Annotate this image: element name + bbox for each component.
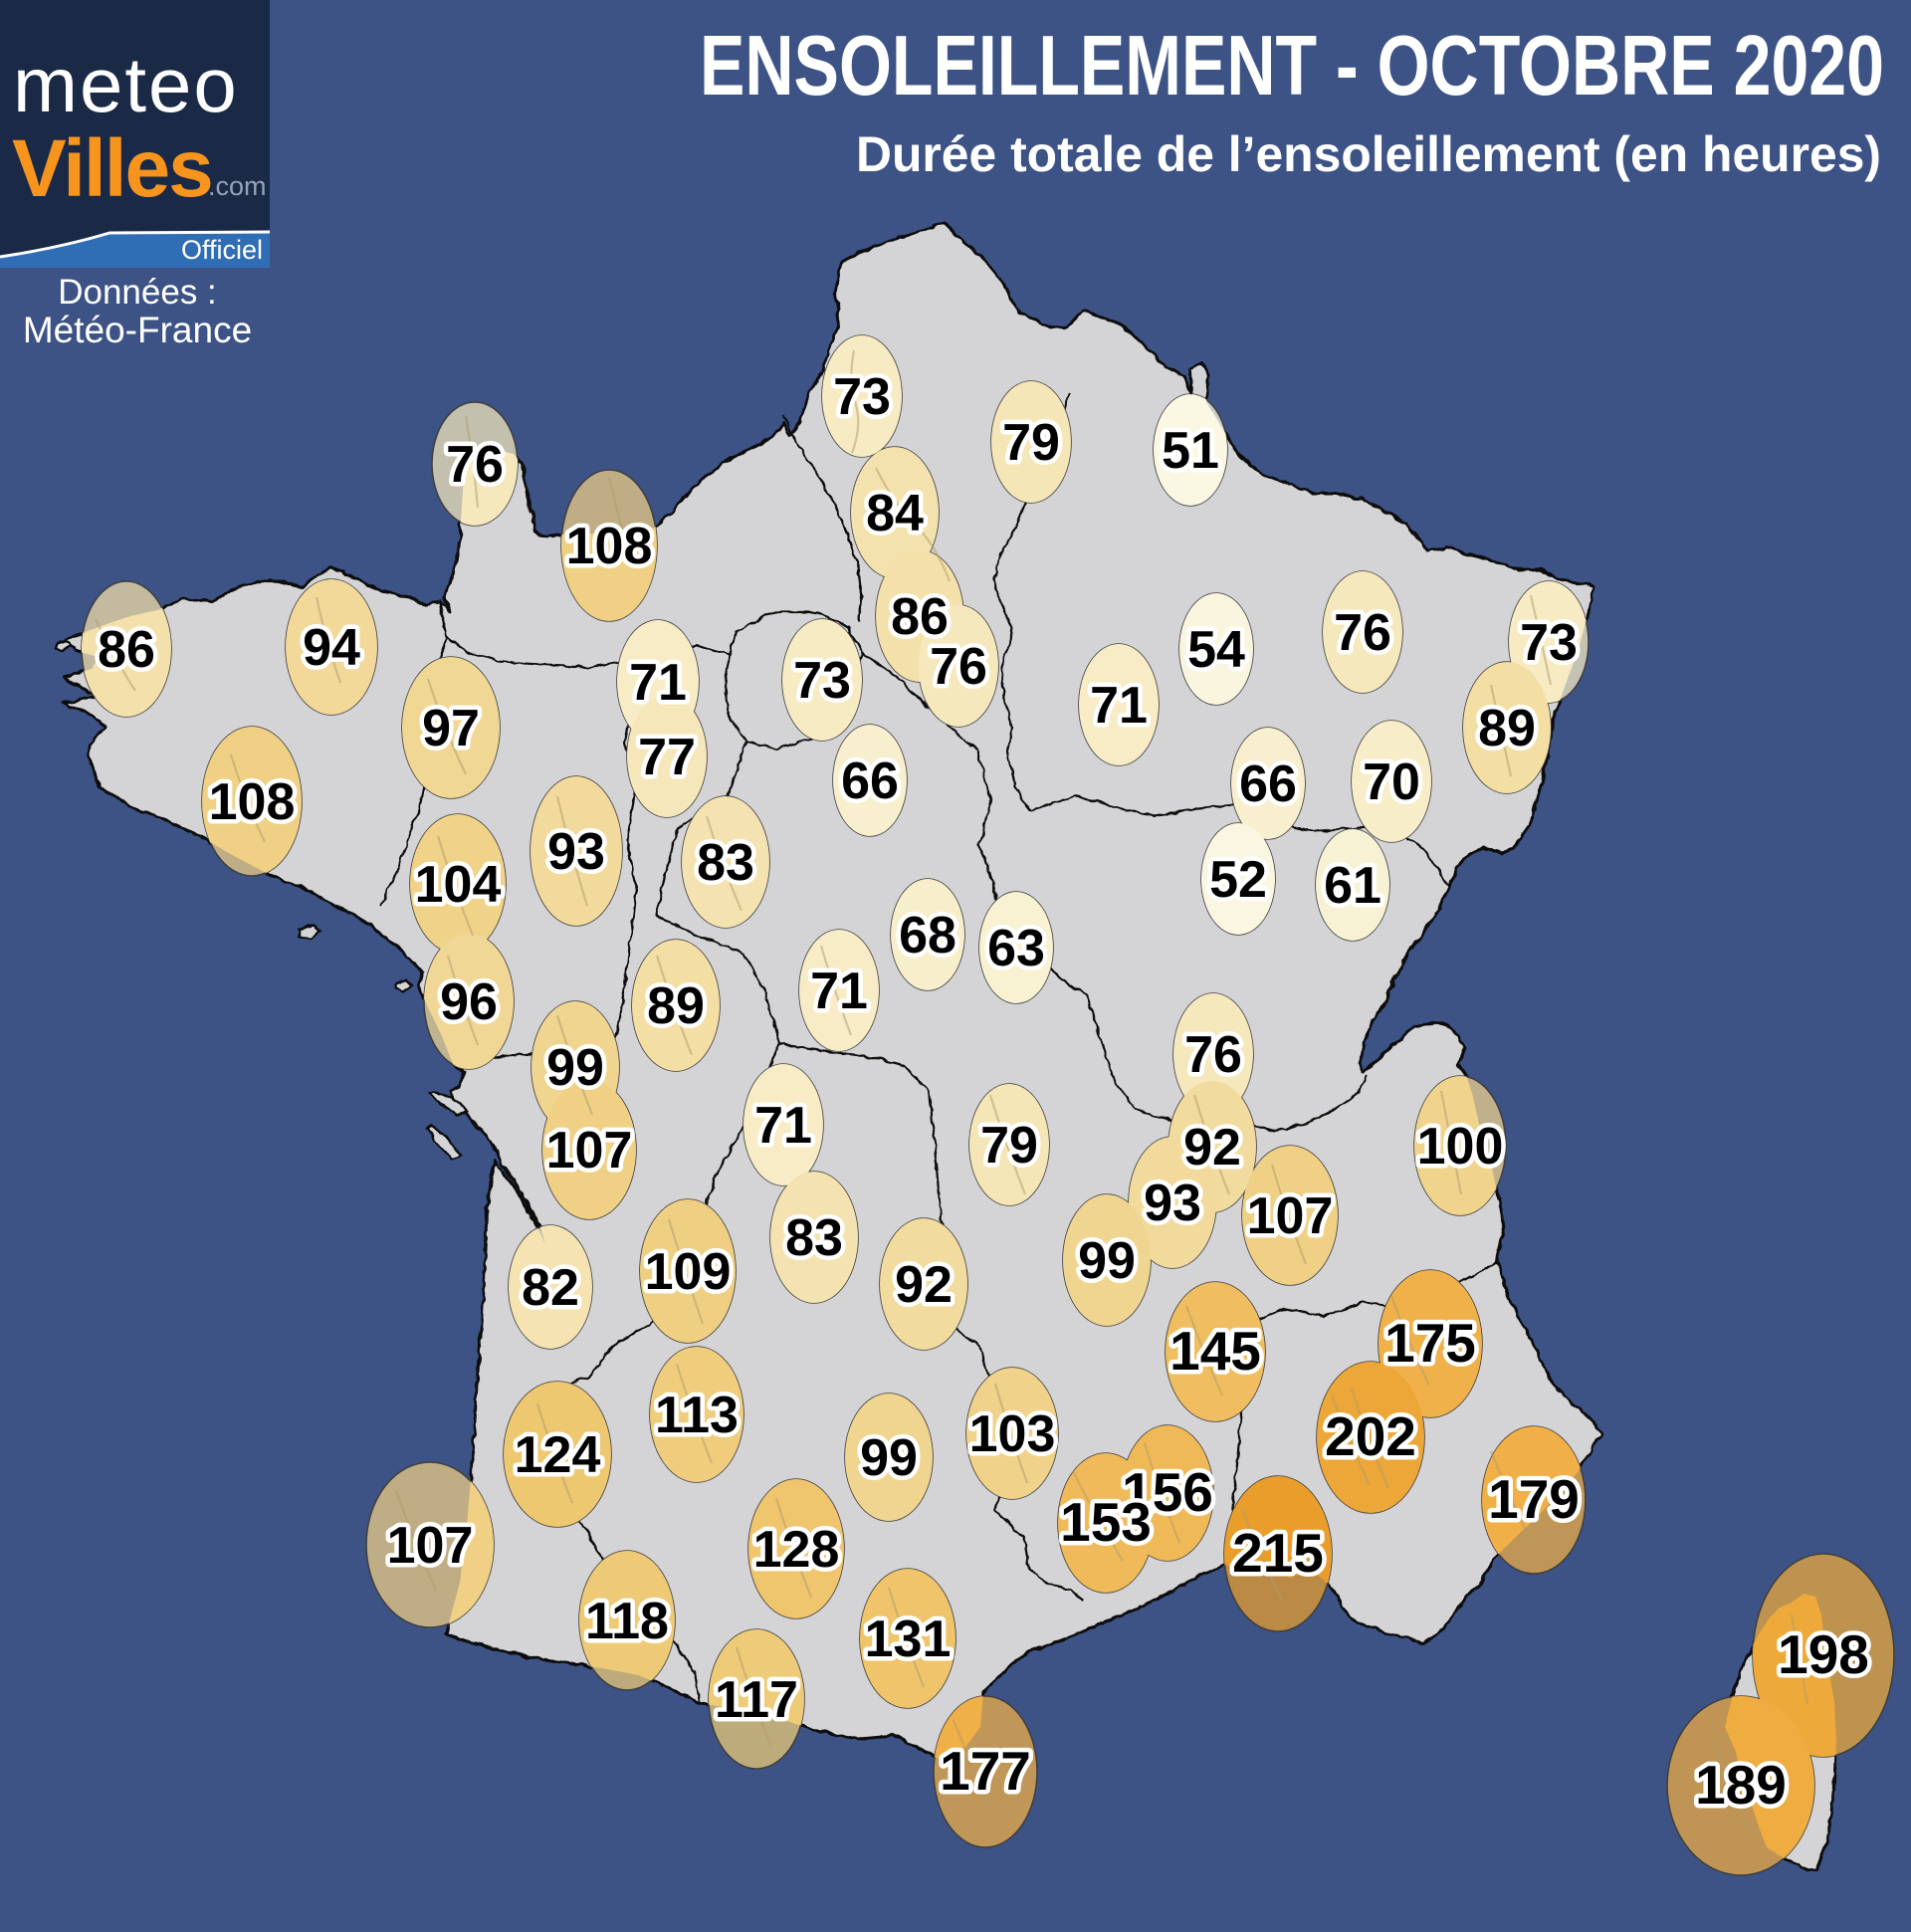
svg-text:70: 70 bbox=[1363, 753, 1420, 811]
svg-text:86: 86 bbox=[98, 621, 155, 679]
svg-text:Officiel: Officiel bbox=[181, 235, 263, 265]
svg-text:89: 89 bbox=[647, 977, 705, 1035]
svg-text:198: 198 bbox=[1778, 1623, 1869, 1685]
svg-text:177: 177 bbox=[940, 1740, 1031, 1802]
svg-text:107: 107 bbox=[546, 1122, 633, 1180]
svg-text:71: 71 bbox=[629, 654, 687, 712]
svg-text:71: 71 bbox=[754, 1097, 812, 1155]
svg-text:83: 83 bbox=[697, 834, 754, 892]
svg-text:84: 84 bbox=[866, 485, 924, 542]
svg-text:156: 156 bbox=[1122, 1461, 1213, 1523]
svg-text:131: 131 bbox=[865, 1610, 952, 1668]
svg-text:73: 73 bbox=[1520, 614, 1578, 672]
svg-text:Météo-France: Météo-France bbox=[23, 310, 252, 350]
svg-text:52: 52 bbox=[1209, 851, 1267, 909]
svg-text:73: 73 bbox=[833, 368, 891, 426]
svg-text:51: 51 bbox=[1162, 422, 1219, 480]
svg-text:76: 76 bbox=[446, 436, 504, 494]
svg-text:76: 76 bbox=[930, 638, 987, 696]
svg-text:71: 71 bbox=[1090, 677, 1148, 735]
svg-text:215: 215 bbox=[1232, 1522, 1324, 1584]
svg-text:108: 108 bbox=[566, 518, 653, 575]
svg-text:Données :: Données : bbox=[58, 273, 217, 312]
svg-text:113: 113 bbox=[655, 1387, 739, 1444]
svg-text:107: 107 bbox=[387, 1517, 474, 1575]
svg-text:92: 92 bbox=[1183, 1119, 1241, 1177]
svg-text:93: 93 bbox=[1144, 1175, 1201, 1232]
svg-text:.com: .com bbox=[208, 171, 267, 201]
svg-text:77: 77 bbox=[638, 729, 696, 786]
svg-text:96: 96 bbox=[440, 973, 498, 1031]
svg-text:97: 97 bbox=[422, 700, 480, 757]
svg-text:68: 68 bbox=[899, 907, 956, 965]
svg-text:89: 89 bbox=[1478, 700, 1536, 757]
svg-text:61: 61 bbox=[1324, 857, 1381, 915]
svg-text:107: 107 bbox=[1247, 1187, 1334, 1245]
svg-text:99: 99 bbox=[546, 1039, 604, 1097]
svg-text:109: 109 bbox=[645, 1243, 732, 1301]
svg-text:94: 94 bbox=[303, 619, 360, 677]
svg-text:124: 124 bbox=[515, 1426, 601, 1484]
svg-text:100: 100 bbox=[1417, 1118, 1504, 1176]
svg-text:79: 79 bbox=[1002, 414, 1060, 472]
svg-text:99: 99 bbox=[1078, 1232, 1136, 1290]
svg-text:104: 104 bbox=[415, 856, 502, 914]
svg-text:66: 66 bbox=[1239, 755, 1297, 813]
svg-text:Durée totale de l’ensoleilleme: Durée totale de l’ensoleillement (en heu… bbox=[856, 126, 1881, 182]
svg-text:73: 73 bbox=[793, 652, 851, 710]
svg-text:ENSOLEILLEMENT - OCTOBRE 2020: ENSOLEILLEMENT - OCTOBRE 2020 bbox=[700, 19, 1884, 113]
svg-text:83: 83 bbox=[785, 1209, 843, 1267]
svg-text:118: 118 bbox=[585, 1593, 669, 1650]
svg-text:189: 189 bbox=[1695, 1754, 1787, 1816]
svg-text:71: 71 bbox=[810, 963, 868, 1020]
svg-text:66: 66 bbox=[841, 752, 899, 810]
svg-text:54: 54 bbox=[1187, 621, 1245, 679]
svg-text:76: 76 bbox=[1184, 1026, 1242, 1084]
svg-text:175: 175 bbox=[1384, 1312, 1476, 1374]
svg-text:86: 86 bbox=[891, 588, 949, 646]
svg-text:179: 179 bbox=[1488, 1468, 1580, 1530]
svg-text:76: 76 bbox=[1334, 604, 1391, 662]
svg-text:Villes: Villes bbox=[12, 123, 212, 214]
svg-text:103: 103 bbox=[969, 1405, 1056, 1463]
svg-text:99: 99 bbox=[860, 1429, 918, 1487]
svg-text:117: 117 bbox=[715, 1671, 798, 1729]
svg-text:79: 79 bbox=[980, 1117, 1038, 1175]
svg-text:145: 145 bbox=[1169, 1320, 1261, 1382]
svg-text:82: 82 bbox=[522, 1259, 579, 1317]
svg-text:202: 202 bbox=[1325, 1405, 1416, 1467]
svg-text:meteo: meteo bbox=[13, 41, 239, 128]
svg-text:128: 128 bbox=[753, 1521, 840, 1579]
svg-text:153: 153 bbox=[1060, 1491, 1152, 1553]
svg-text:63: 63 bbox=[987, 920, 1045, 977]
svg-text:93: 93 bbox=[547, 823, 605, 881]
svg-text:92: 92 bbox=[895, 1256, 953, 1314]
svg-text:108: 108 bbox=[209, 773, 296, 831]
